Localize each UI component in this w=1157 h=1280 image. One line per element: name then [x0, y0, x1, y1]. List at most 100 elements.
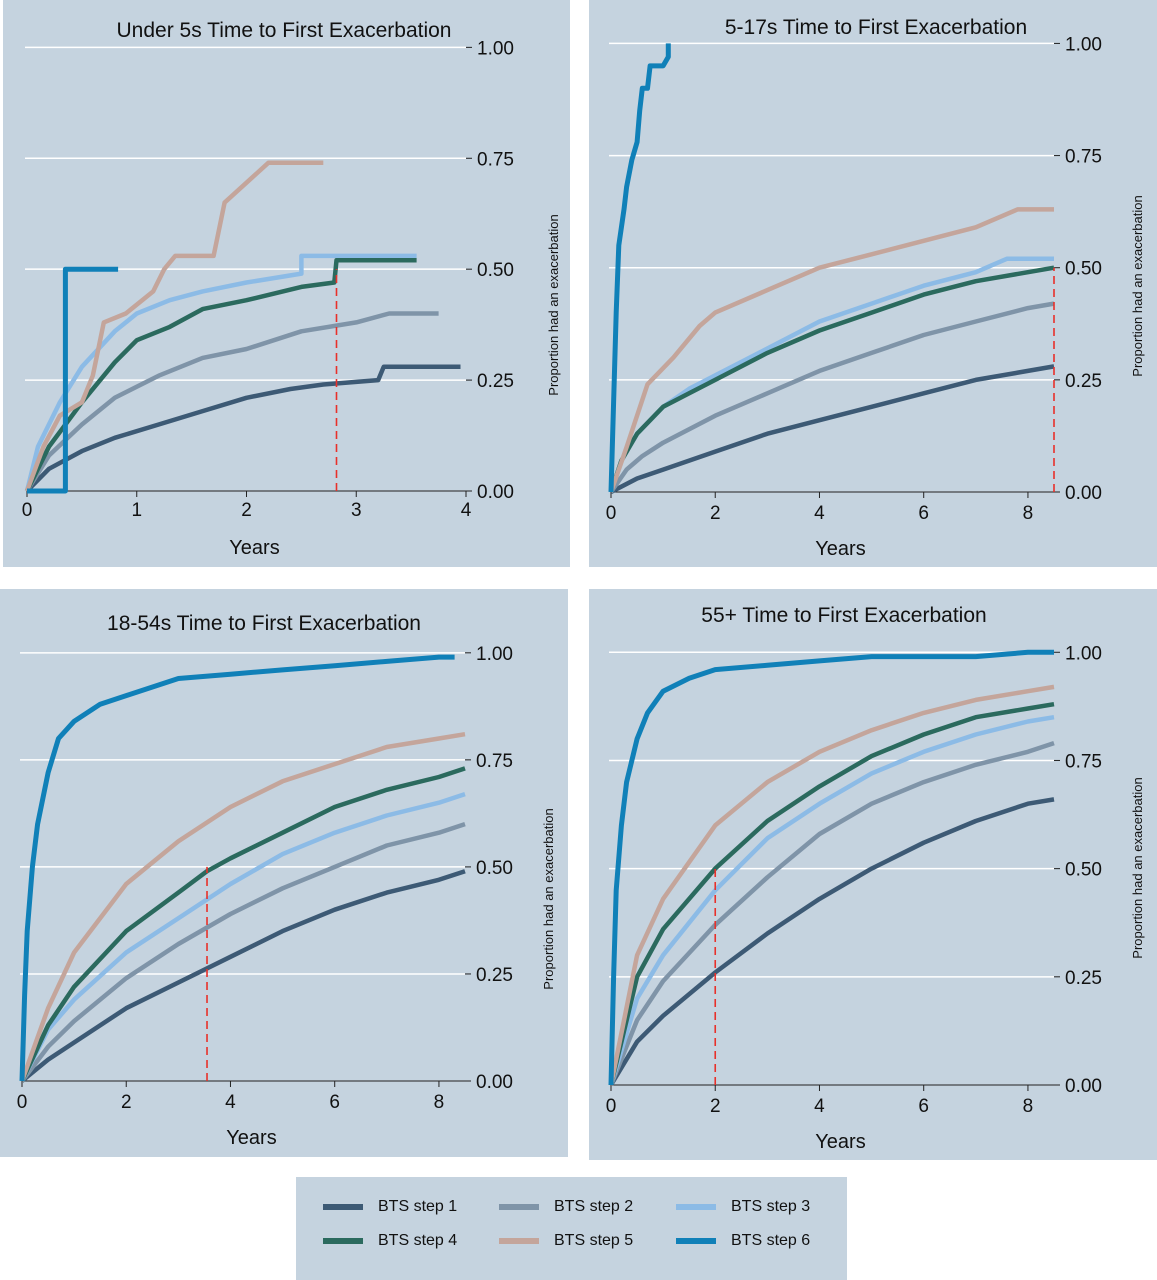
legend-swatch [499, 1238, 539, 1244]
y-tick-label: 0.25 [477, 371, 514, 392]
chart-title: 55+ Time to First Exacerbation [701, 604, 986, 627]
series-line-bts-step-2 [25, 311, 439, 493]
chart-svg-55-plus: 55+ Time to First Exacerbation 0.00 0.25 0.… [606, 604, 1145, 1153]
x-tick-label: 4 [814, 503, 825, 524]
x-tick-label: 0 [606, 1096, 617, 1117]
x-tick-label: 6 [918, 503, 929, 524]
x-tick-label: 0 [17, 1092, 28, 1113]
y-tick-label: 0.75 [1065, 147, 1102, 168]
series-line-bts-step-6 [608, 43, 671, 493]
chart-panel-under-5s: Under 5s Time to First Exacerbation 0.00 0… [3, 0, 570, 567]
legend-swatch [676, 1238, 716, 1244]
series-line-bts-step-6 [608, 649, 1054, 1086]
legend-label: BTS step 4 [378, 1232, 458, 1249]
series-line-bts-step-3 [608, 714, 1055, 1086]
series-line-bts-step-2 [609, 301, 1055, 494]
chart-svg-18-54s: 18-54s Time to First Exacerbation 0.00 0.2… [17, 612, 556, 1149]
y-axis-label: Proportion had an exacerbation [1130, 195, 1145, 376]
chart-title: 18-54s Time to First Exacerbation [107, 612, 421, 635]
legend-item-bts-step-6: BTS step 6 [676, 1231, 810, 1251]
legend-label: BTS step 3 [731, 1198, 811, 1215]
series-line-bts-step-4 [19, 766, 466, 1082]
legend-label: BTS step 2 [554, 1198, 634, 1215]
series-line-bts-step-1 [609, 364, 1055, 494]
legend-item-bts-step-2: BTS step 2 [499, 1197, 633, 1217]
series-line-bts-step-2 [20, 821, 466, 1083]
y-tick-label: 0.75 [477, 149, 514, 170]
y-tick-label: 0.25 [476, 965, 513, 986]
x-axis-label: Years [815, 538, 865, 560]
x-tick-label: 8 [434, 1092, 445, 1113]
legend-swatch [323, 1204, 363, 1210]
chart-svg-5-17s: 5-17s Time to First Exacerbation 0.00 0.25… [606, 16, 1145, 560]
series-line-bts-step-3 [19, 791, 466, 1083]
series-line-bts-step-4 [608, 701, 1055, 1086]
legend-swatch [323, 1238, 363, 1244]
series-line-bts-step-5 [608, 207, 1054, 493]
y-tick-label: 1.00 [1065, 643, 1102, 664]
legend-item-bts-step-1: BTS step 1 [323, 1197, 457, 1217]
series-line-bts-step-1 [609, 797, 1055, 1087]
series-line-bts-step-2 [608, 740, 1055, 1086]
y-tick-label: 0.00 [476, 1072, 513, 1093]
y-tick-label: 1.00 [477, 38, 514, 59]
legend-label: BTS step 5 [554, 1232, 634, 1249]
x-tick-label: 2 [710, 1096, 721, 1117]
series-line-bts-step-3 [608, 256, 1054, 493]
legend-label: BTS step 1 [378, 1198, 458, 1215]
y-tick-label: 0.25 [1065, 371, 1102, 392]
series-line-bts-step-6 [27, 266, 119, 494]
chart-title: Under 5s Time to First Exacerbation [117, 19, 452, 42]
legend-swatch [676, 1204, 716, 1210]
y-tick-label: 1.00 [1065, 34, 1102, 55]
series-line-bts-step-3 [24, 253, 417, 492]
y-axis-label: Proportion had an exacerbation [541, 808, 556, 989]
y-axis-label: Proportion had an exacerbation [1130, 777, 1145, 958]
x-axis-label: Years [229, 537, 279, 559]
y-tick-label: 1.00 [476, 644, 513, 665]
legend-swatch [499, 1204, 539, 1210]
y-tick-label: 0.75 [1065, 751, 1102, 772]
chart-panel-5-17s: 5-17s Time to First Exacerbation 0.00 0.25… [589, 0, 1157, 567]
x-tick-label: 6 [329, 1092, 340, 1113]
x-tick-label: 8 [1023, 1096, 1034, 1117]
y-tick-label: 0.00 [477, 482, 514, 503]
chart-svg-under-5s: Under 5s Time to First Exacerbation 0.00 0… [22, 19, 561, 559]
series-line-bts-step-5 [19, 731, 466, 1082]
x-tick-label: 0 [22, 500, 33, 521]
x-axis-label: Years [815, 1131, 865, 1153]
x-tick-label: 8 [1023, 503, 1034, 524]
chart-panel-55-plus: 55+ Time to First Exacerbation 0.00 0.25 0.… [589, 589, 1157, 1160]
y-axis-label: Proportion had an exacerbation [546, 214, 561, 395]
legend-label: BTS step 6 [731, 1232, 811, 1249]
legend-item-bts-step-3: BTS step 3 [676, 1197, 810, 1217]
series-line-bts-step-5 [24, 160, 324, 492]
x-tick-label: 1 [131, 500, 142, 521]
x-tick-label: 2 [710, 503, 721, 524]
legend-item-bts-step-5: BTS step 5 [499, 1231, 633, 1251]
x-tick-label: 4 [461, 500, 472, 521]
series-line-bts-step-1 [20, 869, 466, 1083]
y-tick-label: 0.75 [476, 751, 513, 772]
y-tick-label: 0.50 [1065, 860, 1102, 881]
series-line-bts-step-6 [19, 654, 455, 1082]
x-tick-label: 2 [241, 500, 252, 521]
x-tick-label: 6 [918, 1096, 929, 1117]
chart-panel-18-54s: 18-54s Time to First Exacerbation 0.00 0.2… [0, 589, 568, 1157]
series-line-bts-step-5 [608, 684, 1055, 1086]
y-tick-label: 0.50 [1065, 259, 1102, 280]
x-axis-label: Years [226, 1127, 276, 1149]
y-tick-label: 0.00 [1065, 1076, 1102, 1097]
x-tick-label: 2 [121, 1092, 132, 1113]
x-tick-label: 4 [225, 1092, 236, 1113]
series-line-bts-step-1 [25, 364, 461, 493]
series-line-bts-step-4 [24, 258, 417, 492]
y-tick-label: 0.25 [1065, 968, 1102, 989]
x-tick-label: 3 [351, 500, 362, 521]
chart-title: 5-17s Time to First Exacerbation [725, 16, 1027, 39]
series-line-bts-step-4 [608, 265, 1055, 493]
y-tick-label: 0.50 [476, 858, 513, 879]
x-tick-label: 4 [814, 1096, 825, 1117]
y-tick-label: 0.50 [477, 260, 514, 281]
x-tick-label: 0 [606, 503, 617, 524]
